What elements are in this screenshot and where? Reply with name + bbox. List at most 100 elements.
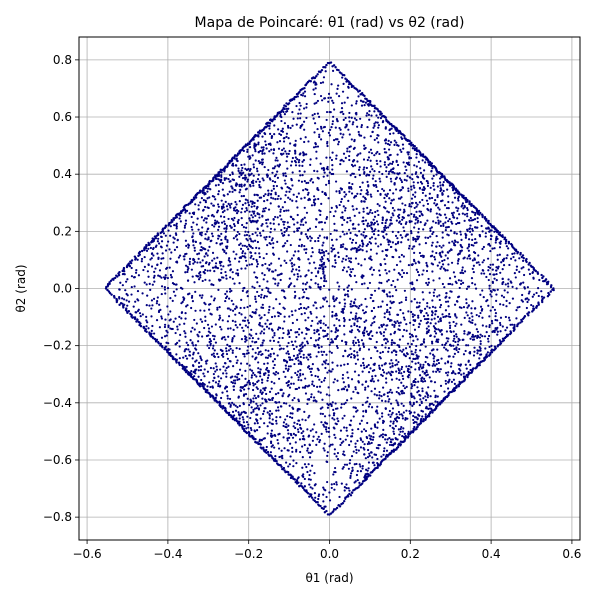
scatter-point xyxy=(479,264,481,266)
scatter-point xyxy=(227,358,229,360)
scatter-point xyxy=(285,230,287,232)
scatter-point xyxy=(387,241,389,243)
scatter-point xyxy=(355,363,357,365)
scatter-point xyxy=(339,438,341,440)
scatter-point xyxy=(306,212,308,214)
scatter-point xyxy=(287,465,289,467)
scatter-point xyxy=(313,204,315,206)
scatter-point xyxy=(356,474,358,476)
scatter-point xyxy=(373,321,375,323)
scatter-point xyxy=(245,339,247,341)
scatter-point xyxy=(435,252,437,254)
scatter-point xyxy=(294,291,296,293)
scatter-point xyxy=(307,416,309,418)
scatter-point xyxy=(209,270,211,272)
scatter-point xyxy=(420,221,422,223)
scatter-point xyxy=(201,335,203,337)
scatter-point xyxy=(385,142,387,144)
scatter-point xyxy=(213,270,215,272)
scatter-point xyxy=(409,346,411,348)
scatter-point xyxy=(301,445,303,447)
scatter-point xyxy=(313,385,315,387)
scatter-point xyxy=(322,494,324,496)
scatter-point xyxy=(268,413,270,415)
scatter-point xyxy=(385,170,387,172)
scatter-point xyxy=(272,197,274,199)
scatter-point xyxy=(267,411,269,413)
scatter-point xyxy=(398,379,400,381)
scatter-point xyxy=(297,359,299,361)
scatter-point xyxy=(346,389,348,391)
scatter-point xyxy=(480,306,482,308)
scatter-point xyxy=(406,386,408,388)
scatter-point xyxy=(289,405,291,407)
scatter-point xyxy=(421,387,423,389)
scatter-point xyxy=(328,414,330,416)
scatter-point xyxy=(400,368,402,370)
scatter-point xyxy=(373,170,375,172)
scatter-point xyxy=(346,286,348,288)
scatter-point xyxy=(338,127,340,129)
scatter-point xyxy=(257,220,259,222)
scatter-point xyxy=(229,264,231,266)
scatter-point xyxy=(135,311,137,313)
scatter-point xyxy=(212,284,214,286)
scatter-point xyxy=(457,199,459,201)
scatter-point xyxy=(227,328,229,330)
scatter-point xyxy=(334,266,336,268)
scatter-point xyxy=(305,221,307,223)
scatter-point xyxy=(156,264,158,266)
scatter-point xyxy=(224,369,226,371)
scatter-point xyxy=(164,288,166,290)
scatter-point xyxy=(361,240,363,242)
scatter-point xyxy=(405,223,407,225)
scatter-point xyxy=(300,197,302,199)
scatter-point xyxy=(266,280,268,282)
scatter-point xyxy=(314,375,316,377)
scatter-point xyxy=(186,357,188,359)
scatter-point xyxy=(360,304,362,306)
scatter-point xyxy=(283,137,285,139)
scatter-point xyxy=(344,464,346,466)
scatter-point xyxy=(413,245,415,247)
scatter-point xyxy=(197,376,199,378)
scatter-point xyxy=(273,223,275,225)
scatter-point xyxy=(457,344,459,346)
scatter-point xyxy=(383,447,385,449)
scatter-point xyxy=(237,411,239,413)
scatter-point xyxy=(411,178,413,180)
scatter-point xyxy=(228,315,230,317)
scatter-point xyxy=(529,273,531,275)
scatter-point xyxy=(239,369,241,371)
scatter-point xyxy=(401,366,403,368)
scatter-point xyxy=(245,238,247,240)
scatter-point xyxy=(392,167,394,169)
scatter-point xyxy=(328,394,330,396)
scatter-point xyxy=(314,492,316,494)
scatter-point xyxy=(341,340,343,342)
scatter-point xyxy=(393,301,395,303)
scatter-point xyxy=(449,277,451,279)
scatter-point xyxy=(307,140,309,142)
scatter-point xyxy=(363,334,365,336)
scatter-point xyxy=(311,465,313,467)
scatter-point xyxy=(419,404,421,406)
scatter-point xyxy=(360,126,362,128)
scatter-point xyxy=(252,401,254,403)
scatter-point xyxy=(300,356,302,358)
scatter-point xyxy=(334,331,336,333)
scatter-point xyxy=(216,369,218,371)
scatter-point xyxy=(310,479,312,481)
scatter-point xyxy=(422,228,424,230)
scatter-point xyxy=(362,242,364,244)
scatter-point xyxy=(538,295,540,297)
scatter-point xyxy=(441,260,443,262)
scatter-point xyxy=(445,372,447,374)
scatter-point xyxy=(402,417,404,419)
scatter-point xyxy=(176,261,178,263)
scatter-point xyxy=(268,236,270,238)
scatter-point xyxy=(379,274,381,276)
scatter-point xyxy=(167,324,169,326)
scatter-point xyxy=(323,379,325,381)
scatter-point xyxy=(213,338,215,340)
